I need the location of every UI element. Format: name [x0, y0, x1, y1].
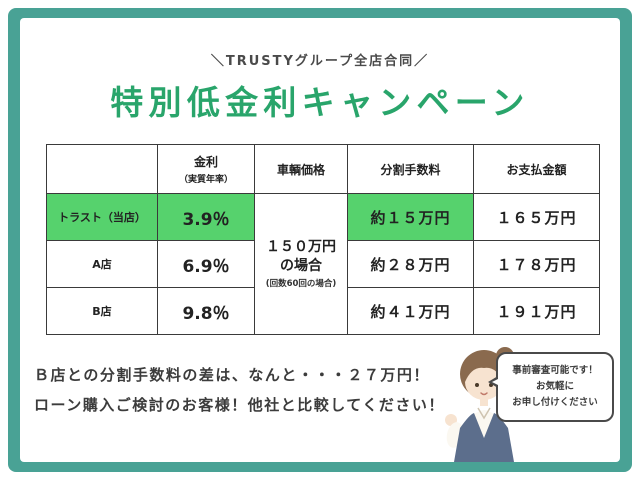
speech-bubble: 事前審査可能です！ お気軽に お申し付けください	[488, 352, 614, 423]
header-rate-main: 金利	[193, 155, 218, 169]
table-row-shop-b: B店 9.8％ 約４１万円 １９１万円	[46, 287, 600, 335]
row-b-rate: 9.8％	[157, 287, 255, 335]
price-case-line1: １５０万円	[266, 238, 336, 255]
bubble-line-1: 事前審査可能です！	[512, 365, 598, 376]
header-rate-sub: （実質年率）	[178, 175, 233, 185]
row-a-rate: 6.9％	[157, 240, 255, 288]
price-case-line2: の場合	[280, 257, 322, 274]
price-case-cell: １５０万円 の場合 (回数60回の場合)	[254, 193, 348, 335]
header-blank	[46, 144, 158, 194]
tagline: ＼TRUSTYグループ全店合同／	[210, 54, 430, 69]
header-fee: 分割手数料	[347, 144, 474, 194]
table-row-trust: トラスト（当店） 3.9％ １５０万円 の場合 (回数60回の場合) 約１５万円…	[46, 193, 600, 335]
banner-card: ＼TRUSTYグループ全店合同／ 特別低金利キャンペーン 金利 （実質年率） 車…	[20, 18, 620, 462]
row-b-fee: 約４１万円	[347, 287, 474, 335]
row-trust-rate: 3.9％	[157, 193, 255, 241]
bubble-line-3: お申し付けください	[512, 397, 598, 409]
comparison-table: 金利 （実質年率） 車輌価格 分割手数料 お支払金額 トラスト（当店） 3.9％…	[46, 144, 600, 335]
row-trust-label: トラスト（当店）	[46, 193, 158, 241]
header-price: 車輌価格	[254, 144, 348, 194]
row-trust-fee: 約１５万円	[347, 193, 474, 241]
footer-comparison-text: Ｂ店との分割手数料の差は、なんと・・・２７万円！	[34, 366, 430, 384]
header-rate: 金利 （実質年率）	[157, 144, 255, 194]
price-case-note: (回数60回の場合)	[265, 278, 337, 289]
row-a-total: １７８万円	[473, 240, 600, 288]
bubble-line-2: お気軽に	[535, 381, 574, 393]
row-a-label: A店	[46, 240, 158, 288]
row-trust-total: １６５万円	[473, 193, 600, 241]
campaign-title: 特別低金利キャンペーン	[110, 83, 530, 122]
row-b-total: １９１万円	[473, 287, 600, 335]
footer-cta-text: ローン購入ご検討のお客様！他社と比較してください！	[34, 396, 445, 414]
table-row-shop-a: A店 6.9％ 約２８万円 １７８万円	[46, 240, 600, 288]
row-a-fee: 約２８万円	[347, 240, 474, 288]
table-header-row: 金利 （実質年率） 車輌価格 分割手数料 お支払金額	[46, 144, 600, 194]
header-total: お支払金額	[473, 144, 600, 194]
row-b-label: B店	[46, 287, 158, 335]
comparison-table-wrap: 金利 （実質年率） 車輌価格 分割手数料 お支払金額 トラスト（当店） 3.9％…	[46, 144, 600, 335]
